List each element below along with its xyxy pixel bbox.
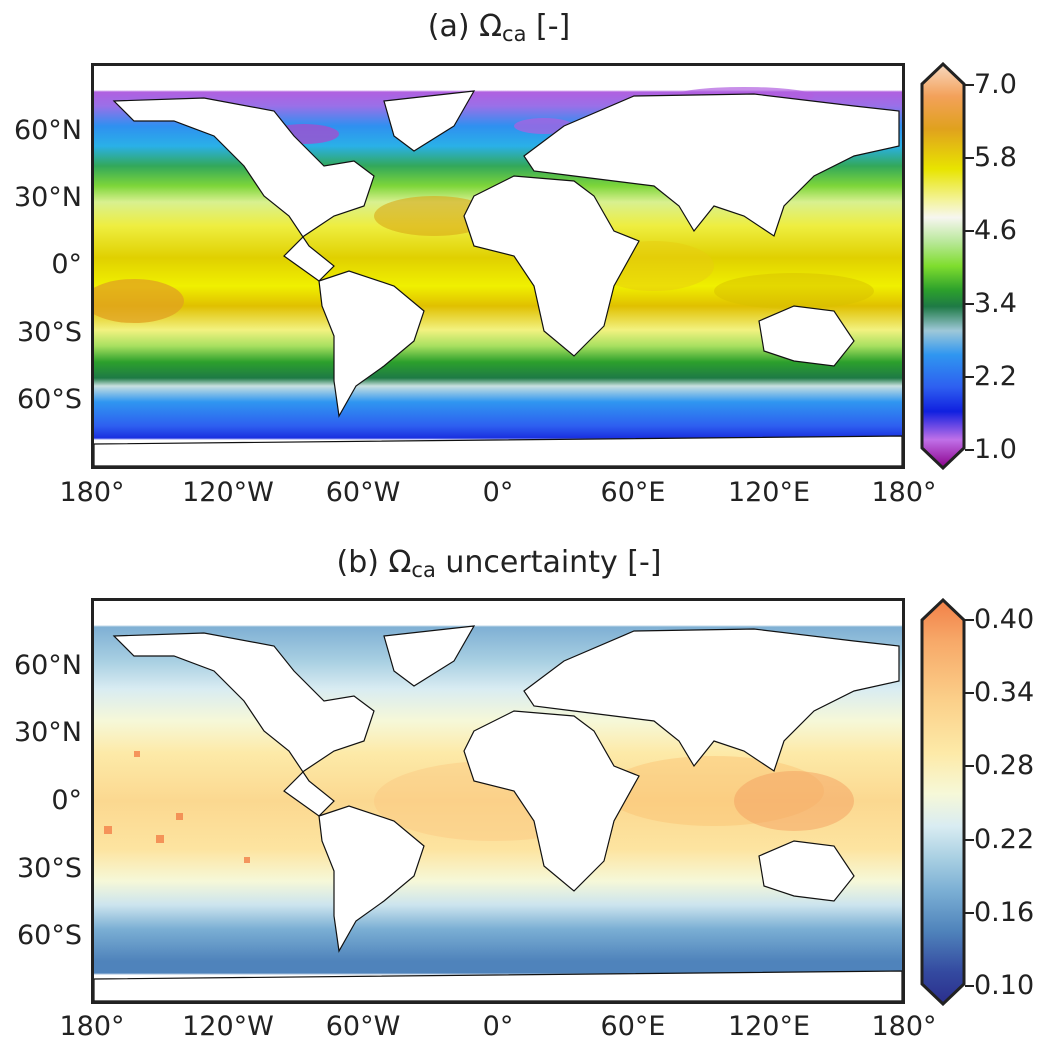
panel-b-lon-label-0: 0° bbox=[482, 1011, 514, 1042]
panel-a-lat-label-30n: 30°N bbox=[13, 182, 82, 213]
panel-b-lon-label-60w: 60°W bbox=[325, 1011, 401, 1042]
panel-b-lat-label-60s: 60°S bbox=[17, 920, 82, 951]
panel-a-cb-tick-1 bbox=[965, 157, 974, 159]
continents-b bbox=[94, 625, 902, 1001]
panel-b-lat-label-0: 0° bbox=[51, 785, 82, 816]
panel-a-lat-label-60n: 60°N bbox=[13, 115, 82, 146]
panel-b-cb-tick-0 bbox=[965, 619, 974, 621]
panel-b-cb-tick-3 bbox=[965, 839, 974, 841]
panel-b-cb-tick-2 bbox=[965, 765, 974, 767]
panel-a-lon-label-180w: 180° bbox=[59, 477, 125, 508]
panel-a-cb-tick-2 bbox=[965, 230, 974, 232]
panel-a-colorbar bbox=[920, 61, 966, 471]
panel-b-cb-label-0-40: 0.40 bbox=[974, 604, 1035, 635]
panel-a-lon-label-60w: 60°W bbox=[325, 477, 401, 508]
panel-a-cb-label-2-2: 2.2 bbox=[974, 361, 1017, 392]
panel-b-cb-label-0-34: 0.34 bbox=[974, 677, 1035, 708]
panel-b-title-sub: ca bbox=[411, 558, 436, 582]
panel-b-colorbar-svg bbox=[920, 597, 966, 1007]
panel-a-lon-label-120e: 120°E bbox=[727, 477, 811, 508]
panel-a-lon-label-0: 0° bbox=[482, 477, 514, 508]
panel-b-lat-label-30s: 30°S bbox=[17, 853, 82, 884]
panel-a-map bbox=[91, 63, 905, 469]
panel-b-lat-label-60n: 60°N bbox=[13, 650, 82, 681]
panel-a-cb-label-5-8: 5.8 bbox=[974, 142, 1017, 173]
panel-b-lon-label-60e: 60°E bbox=[600, 1011, 666, 1042]
panel-a-map-svg bbox=[94, 66, 902, 466]
panel-a-cb-tick-0 bbox=[965, 84, 974, 86]
panel-a-cb-tick-4 bbox=[965, 376, 974, 378]
panel-b-lon-label-120e: 120°E bbox=[727, 1011, 811, 1042]
panel-a-cb-tick-3 bbox=[965, 303, 974, 305]
panel-b-title-prefix: (b) Ω bbox=[336, 545, 412, 580]
panel-a-title-prefix: (a) Ω bbox=[427, 9, 503, 44]
panel-b-lon-label-120w: 120°W bbox=[182, 1011, 274, 1042]
panel-a-cb-label-4-6: 4.6 bbox=[974, 215, 1017, 246]
panel-a-cb-tick-5 bbox=[965, 449, 974, 451]
panel-b-lon-label-180w: 180° bbox=[59, 1011, 125, 1042]
panel-a-lat-label-30s: 30°S bbox=[17, 317, 82, 348]
panel-a-cb-label-1-0: 1.0 bbox=[974, 434, 1017, 465]
panel-b-cb-tick-5 bbox=[965, 985, 974, 987]
panel-a-lon-label-180e: 180° bbox=[871, 477, 937, 508]
panel-a-lat-label-0: 0° bbox=[51, 249, 82, 280]
panel-b-title-suffix: uncertainty [-] bbox=[435, 545, 662, 580]
panel-a-cb-label-3-4: 3.4 bbox=[974, 288, 1017, 319]
panel-b-cb-label-0-28: 0.28 bbox=[974, 750, 1035, 781]
panel-b-cb-label-0-16: 0.16 bbox=[974, 897, 1035, 928]
continents-a bbox=[94, 90, 902, 466]
panel-a-lon-label-120w: 120°W bbox=[182, 477, 274, 508]
panel-b-cb-label-0-22: 0.22 bbox=[974, 824, 1035, 855]
panel-a-title: (a) Ωca [-] bbox=[92, 10, 906, 51]
panel-a-title-sub: ca bbox=[502, 22, 527, 46]
panel-a-cb-label-7-0: 7.0 bbox=[974, 69, 1017, 100]
panel-b-cb-tick-4 bbox=[965, 912, 974, 914]
panel-a-colorbar-svg bbox=[920, 61, 966, 471]
panel-b-colorbar bbox=[920, 597, 966, 1007]
panel-b-cb-label-0-10: 0.10 bbox=[974, 970, 1035, 1001]
panel-b-map bbox=[91, 598, 905, 1004]
panel-b-title: (b) Ωca uncertainty [-] bbox=[92, 546, 906, 587]
panel-a-lon-label-60e: 60°E bbox=[600, 477, 666, 508]
panel-b-lon-label-180e: 180° bbox=[871, 1011, 937, 1042]
panel-a-lat-label-60s: 60°S bbox=[17, 384, 82, 415]
panel-a-title-suffix: [-] bbox=[526, 9, 571, 44]
panel-b-map-svg bbox=[94, 601, 902, 1001]
panel-b-lat-label-30n: 30°N bbox=[13, 717, 82, 748]
panel-b-cb-tick-1 bbox=[965, 692, 974, 694]
